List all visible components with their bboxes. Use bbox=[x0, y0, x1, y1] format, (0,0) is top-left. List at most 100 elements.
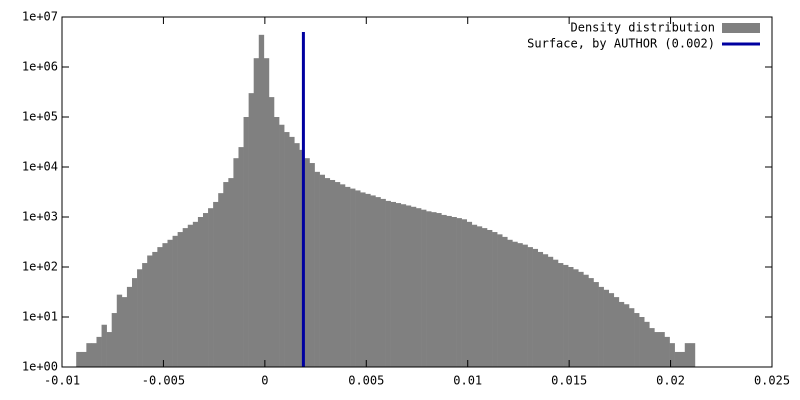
bar bbox=[476, 226, 483, 367]
bar bbox=[101, 324, 107, 367]
legend-swatch bbox=[722, 23, 760, 33]
x-tick-label: 0.01 bbox=[453, 374, 482, 388]
y-tick-label: 1e+01 bbox=[22, 310, 58, 324]
bar bbox=[502, 236, 508, 367]
y-tick-label: 1e+00 bbox=[22, 360, 58, 374]
bar bbox=[405, 205, 412, 367]
bar bbox=[664, 336, 670, 367]
bar bbox=[486, 229, 493, 367]
bar bbox=[279, 124, 285, 368]
bar bbox=[497, 234, 503, 367]
bar bbox=[512, 241, 518, 367]
x-tick-label: -0.01 bbox=[44, 374, 80, 388]
y-tick-label: 1e+05 bbox=[22, 110, 58, 124]
bar bbox=[517, 243, 523, 367]
bar bbox=[365, 193, 371, 367]
bar bbox=[588, 278, 594, 367]
bar bbox=[603, 289, 609, 367]
x-tick-label: 0 bbox=[261, 374, 268, 388]
x-tick-label: 0.015 bbox=[551, 374, 587, 388]
bar bbox=[557, 263, 564, 367]
bar bbox=[86, 343, 92, 367]
legend-label: Surface, by AUTHOR (0.002) bbox=[527, 37, 715, 51]
bar bbox=[618, 301, 625, 367]
bar bbox=[390, 201, 396, 367]
bar bbox=[238, 147, 244, 367]
bar bbox=[669, 343, 675, 367]
bar bbox=[147, 255, 153, 367]
bar bbox=[628, 308, 635, 367]
bar bbox=[152, 251, 158, 367]
bar bbox=[659, 332, 665, 367]
bar bbox=[547, 256, 554, 367]
bar bbox=[304, 158, 310, 367]
bar bbox=[471, 224, 478, 367]
bar bbox=[441, 214, 447, 367]
bar bbox=[415, 208, 422, 367]
bar bbox=[131, 278, 138, 367]
bar bbox=[552, 259, 559, 367]
bar bbox=[573, 269, 579, 367]
plot-frame bbox=[61, 16, 773, 368]
bar bbox=[608, 293, 615, 367]
bar bbox=[96, 336, 102, 367]
bar bbox=[644, 321, 650, 367]
bar bbox=[111, 313, 118, 367]
bar bbox=[456, 218, 462, 367]
bar bbox=[613, 297, 620, 367]
bar bbox=[268, 97, 275, 367]
bar bbox=[380, 198, 386, 367]
bar bbox=[400, 204, 407, 367]
bar bbox=[334, 182, 341, 367]
x-tick-label: 0.005 bbox=[348, 374, 384, 388]
bar bbox=[329, 179, 336, 367]
bar bbox=[91, 343, 97, 367]
bar bbox=[492, 232, 498, 367]
bar bbox=[253, 58, 260, 368]
bar bbox=[360, 192, 366, 367]
bar bbox=[532, 248, 538, 367]
bar bbox=[289, 136, 295, 367]
bar bbox=[177, 232, 183, 367]
bar bbox=[213, 201, 219, 367]
bar bbox=[451, 217, 457, 367]
bar bbox=[395, 203, 402, 367]
bar bbox=[649, 328, 655, 367]
bar bbox=[284, 132, 290, 367]
bar bbox=[385, 200, 391, 367]
bar bbox=[481, 228, 488, 367]
bar bbox=[598, 286, 604, 367]
bar bbox=[243, 117, 249, 367]
bar bbox=[689, 343, 696, 367]
x-tick-label: 0.02 bbox=[656, 374, 685, 388]
bar bbox=[350, 188, 356, 367]
bar bbox=[375, 197, 381, 367]
bar bbox=[273, 117, 280, 367]
bar bbox=[157, 247, 163, 367]
bar bbox=[187, 224, 194, 367]
bar bbox=[137, 269, 143, 367]
bar bbox=[370, 195, 376, 367]
y-tick-label: 1e+02 bbox=[22, 260, 58, 274]
bar bbox=[324, 178, 331, 367]
bar bbox=[142, 263, 148, 367]
bar bbox=[527, 247, 533, 367]
bar bbox=[319, 174, 325, 367]
y-tick-label: 1e+03 bbox=[22, 210, 58, 224]
y-tick-label: 1e+07 bbox=[22, 10, 58, 24]
bar bbox=[182, 228, 189, 367]
y-tick-label: 1e+06 bbox=[22, 60, 58, 74]
bar bbox=[466, 221, 473, 367]
bar bbox=[410, 206, 417, 367]
bar bbox=[197, 217, 204, 367]
bar bbox=[208, 208, 214, 367]
bar bbox=[192, 221, 199, 367]
bar bbox=[578, 271, 584, 367]
bar bbox=[461, 219, 467, 367]
bar bbox=[167, 239, 173, 367]
bar bbox=[654, 332, 660, 367]
bar bbox=[355, 190, 361, 367]
bar bbox=[81, 351, 87, 367]
bar bbox=[172, 235, 178, 367]
bar bbox=[202, 213, 209, 367]
